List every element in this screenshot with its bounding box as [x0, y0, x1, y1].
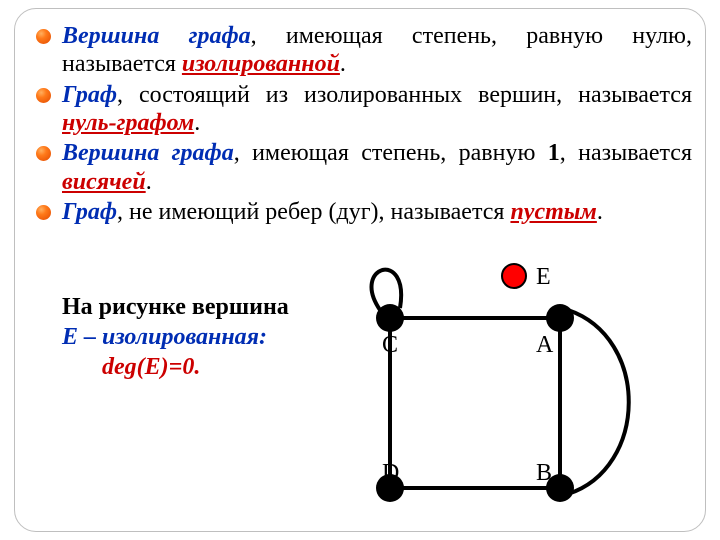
bullet-4: Граф, не имеющий ребер (дуг), называется…: [32, 198, 672, 226]
caption-line-3: deg(E)=0.: [102, 352, 289, 382]
bullet-2-text-b: .: [194, 110, 200, 136]
bullet-1-term: Вершина графа: [62, 23, 251, 49]
edge-A-B: [568, 310, 629, 494]
bullet-2-text-a: , состоящий из изолированных вершин, наз…: [117, 82, 692, 108]
bullet-1-text-b: .: [340, 51, 346, 77]
bullet-1: Вершина графа, имеющая степень, равную н…: [32, 22, 692, 79]
bullet-3-keyword: висячей: [62, 169, 146, 195]
bullet-4-text-b: .: [597, 199, 603, 225]
content-area: Вершина графа, имеющая степень, равную н…: [32, 22, 692, 228]
caption-line-2: Е – изолированная:: [62, 322, 289, 352]
graph-caption: На рисунке вершина Е – изолированная: de…: [62, 292, 289, 382]
node-E: [502, 264, 526, 288]
bullet-2: Граф, состоящий из изолированных вершин,…: [32, 81, 692, 138]
bullet-3-term: Вершина графа: [62, 140, 234, 166]
node-label-B: B: [536, 460, 552, 486]
node-A: [546, 304, 574, 332]
bullet-3-num: 1: [548, 140, 560, 166]
node-label-A: A: [536, 332, 554, 358]
node-C: [376, 304, 404, 332]
bullet-3: Вершина графа, имеющая степень, равную 1…: [32, 139, 692, 196]
bullet-2-keyword: нуль-графом: [62, 110, 194, 136]
bullet-4-text-a: , не имеющий ребер (дуг), называется: [117, 199, 510, 225]
node-label-E: E: [536, 264, 551, 290]
node-label-C: C: [382, 332, 398, 358]
bullet-4-term: Граф: [62, 199, 117, 225]
bullet-3-text-b: , называется: [560, 140, 692, 166]
bullet-1-keyword: изолированной: [182, 51, 340, 77]
graph-diagram: C A D B E: [330, 258, 690, 528]
bullet-3-text-c: .: [146, 169, 152, 195]
bullet-4-keyword: пустым: [510, 199, 596, 225]
caption-line-1: На рисунке вершина: [62, 292, 289, 322]
graph-svg: C A D B E: [330, 258, 690, 528]
bullet-2-term: Граф: [62, 82, 117, 108]
edge-C-C: [372, 270, 402, 310]
bullet-3-text-a: , имеющая степень, равную: [234, 140, 548, 166]
bullet-list: Вершина графа, имеющая степень, равную н…: [32, 22, 692, 226]
node-label-D: D: [382, 460, 399, 486]
